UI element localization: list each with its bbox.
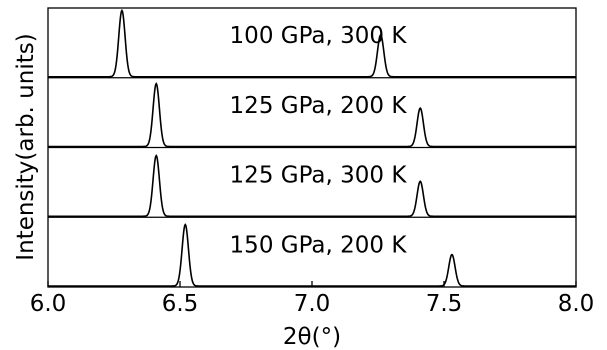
y-axis-label: Intensity(arb. units) (13, 33, 39, 260)
series-panel: 150 GPa, 200 K (48, 216, 576, 287)
series-panel: 125 GPa, 300 K (48, 146, 576, 218)
series-label: 150 GPa, 200 K (230, 232, 408, 258)
x-tick-label: 6.5 (162, 291, 199, 317)
x-tick-label: 7.5 (426, 291, 463, 317)
series-panel: 100 GPa, 300 K (48, 8, 576, 78)
series-line (48, 8, 576, 78)
x-tick-label: 8.0 (558, 291, 595, 317)
x-ticks: 6.0 6.5 7.0 7.5 8.0 (30, 281, 595, 317)
series-panel: 125 GPa, 200 K (48, 77, 576, 148)
series-label: 125 GPa, 300 K (230, 163, 408, 189)
series-label: 125 GPa, 200 K (230, 93, 408, 119)
series-label: 100 GPa, 300 K (230, 23, 408, 49)
x-tick-label: 6.0 (30, 291, 67, 317)
x-axis-label: 2θ(°) (283, 324, 341, 350)
series-line (48, 82, 576, 148)
panels: 100 GPa, 300 K 125 GPa, 200 K 125 GPa, 300… (48, 8, 576, 287)
series-line (48, 154, 576, 218)
x-tick-label: 7.0 (294, 291, 331, 317)
